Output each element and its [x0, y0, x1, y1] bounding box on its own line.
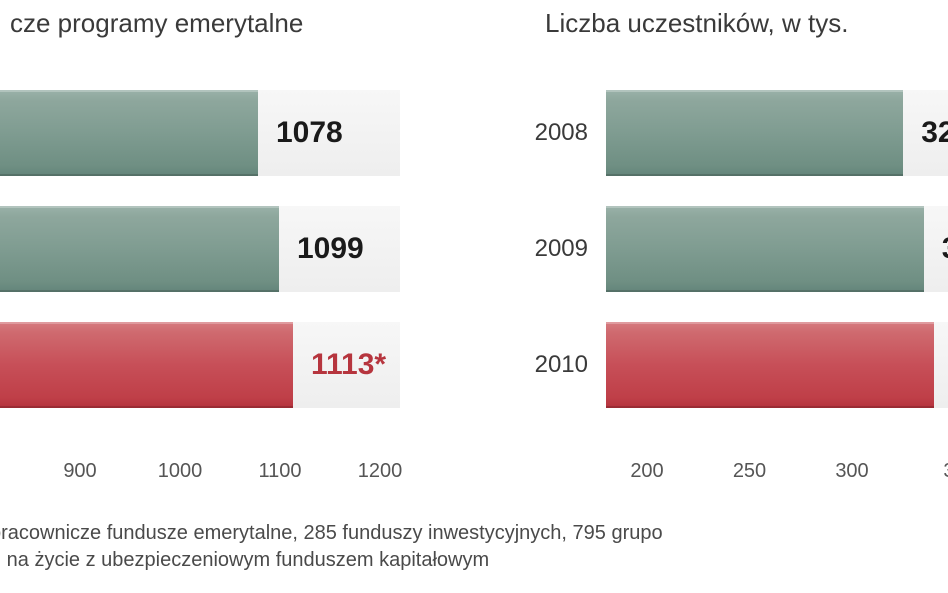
x-tick: 900 [63, 460, 96, 483]
value-label: 1099 [297, 232, 364, 266]
x-tick: 1200 [358, 460, 403, 483]
footnote: pracownicze fundusze emerytalne, 285 fun… [0, 520, 663, 574]
bar [0, 90, 258, 176]
left-chart-title: cze programy emerytalne [10, 8, 303, 39]
footnote-line: ń na życie z ubezpieczeniowym funduszem … [0, 547, 663, 574]
value-label: 33 [942, 232, 948, 266]
year-label: 2008 [520, 119, 588, 147]
value-label: 32 [921, 116, 948, 150]
chart-row: 1099 [0, 206, 520, 292]
chart-row: 2009 33 [520, 206, 948, 292]
x-tick: 200 [630, 460, 663, 483]
x-axis: 900 1000 1100 1200 [0, 460, 520, 490]
bar [0, 322, 293, 408]
bar [606, 90, 903, 176]
left-chart: 1078 1099 1113* 900 1000 1100 1200 [0, 90, 520, 500]
chart-row: 2008 32 [520, 90, 948, 176]
canvas: cze programy emerytalne Liczba uczestnik… [0, 0, 948, 593]
chart-row: 1078 [0, 90, 520, 176]
right-chart: 2008 32 2009 33 20103 200 250 300 35 [520, 90, 948, 500]
bar [606, 206, 924, 292]
x-axis: 200 250 300 35 [520, 460, 948, 490]
bar [0, 206, 279, 292]
x-tick: 250 [733, 460, 766, 483]
right-chart-title: Liczba uczestników, w tys. [545, 8, 848, 39]
x-tick: 35 [943, 460, 948, 483]
chart-row: 1113* [0, 322, 520, 408]
chart-row: 20103 [520, 322, 948, 408]
year-label: 2009 [520, 235, 588, 263]
year-label: 2010 [520, 351, 588, 379]
x-tick: 1100 [258, 460, 301, 483]
x-tick: 1000 [158, 460, 203, 483]
bar [606, 322, 934, 408]
x-tick: 300 [835, 460, 868, 483]
footnote-line: pracownicze fundusze emerytalne, 285 fun… [0, 520, 663, 547]
value-label: 1113* [311, 348, 386, 382]
value-label: 1078 [276, 116, 343, 150]
